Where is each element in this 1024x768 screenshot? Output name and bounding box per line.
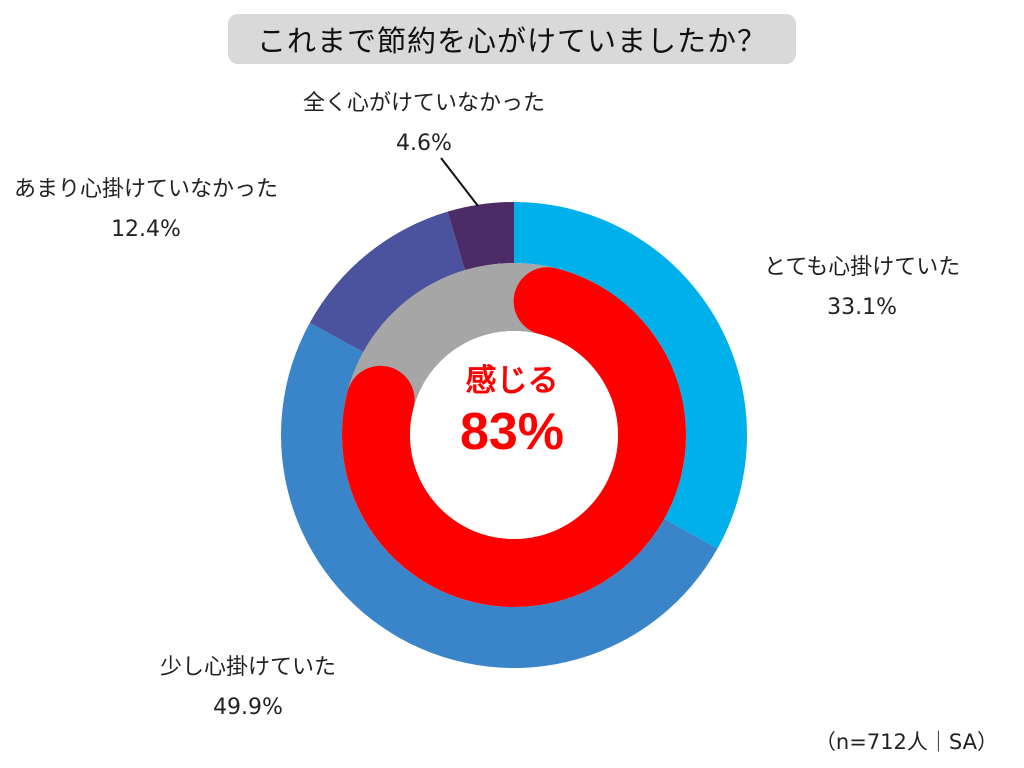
outer-ring bbox=[281, 202, 747, 668]
label-very-careful: とても心掛けていた 33.1% bbox=[764, 248, 960, 328]
leader-line-4-6 bbox=[440, 157, 479, 207]
outer-slice-3 bbox=[447, 202, 514, 271]
center-hole bbox=[410, 331, 618, 539]
outer-slice-2 bbox=[309, 211, 465, 353]
label-not-careful-at-all-value: 4.6% bbox=[396, 131, 452, 156]
label-very-careful-value: 33.1% bbox=[827, 295, 898, 320]
label-not-careful-at-all: 全く心がけていなかった 4.6% bbox=[303, 84, 545, 164]
outer-slice-1 bbox=[281, 322, 718, 668]
label-very-careful-name: とても心掛けていた bbox=[764, 255, 961, 280]
label-not-very-careful-name: あまり心掛けていなかった bbox=[14, 177, 279, 202]
label-somewhat-careful-value: 49.9% bbox=[213, 695, 283, 720]
center-label: 感じる bbox=[465, 363, 559, 399]
sample-note: （n=712人｜SA） bbox=[814, 730, 998, 754]
label-not-very-careful: あまり心掛けていなかった 12.4% bbox=[14, 170, 278, 250]
label-somewhat-careful-name: 少し心掛けていた bbox=[160, 655, 337, 680]
label-not-very-careful-value: 12.4% bbox=[111, 217, 181, 242]
center-value: 83% bbox=[459, 403, 565, 461]
center-summary: 感じる 83% bbox=[412, 360, 612, 462]
chart-title: これまで節約を心がけていましたか？ bbox=[228, 14, 796, 64]
label-somewhat-careful: 少し心掛けていた 49.9% bbox=[160, 648, 336, 728]
label-not-careful-at-all-name: 全く心がけていなかった bbox=[303, 91, 546, 116]
inner-ring-progress bbox=[342, 263, 686, 607]
outer-slice-0 bbox=[514, 202, 747, 549]
inner-ring bbox=[342, 263, 686, 607]
